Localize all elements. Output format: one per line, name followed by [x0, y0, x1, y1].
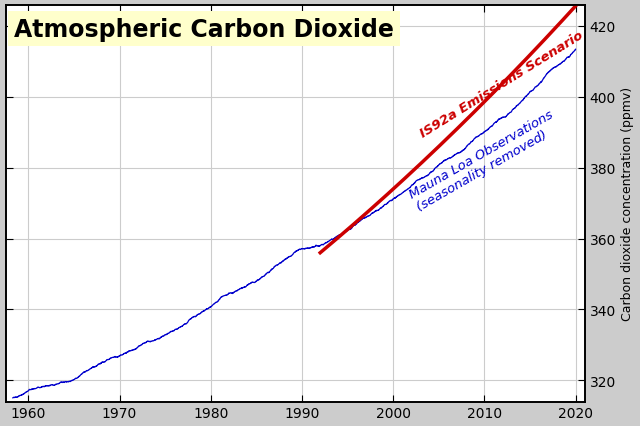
Text: Atmospheric Carbon Dioxide: Atmospheric Carbon Dioxide	[14, 17, 394, 41]
Text: Mauna Loa Observations
(seasonality removed): Mauna Loa Observations (seasonality remo…	[407, 108, 563, 214]
Y-axis label: Carbon dioxide concentration (ppmv): Carbon dioxide concentration (ppmv)	[621, 87, 634, 320]
Text: IS92a Emissions Scenario: IS92a Emissions Scenario	[418, 29, 586, 140]
